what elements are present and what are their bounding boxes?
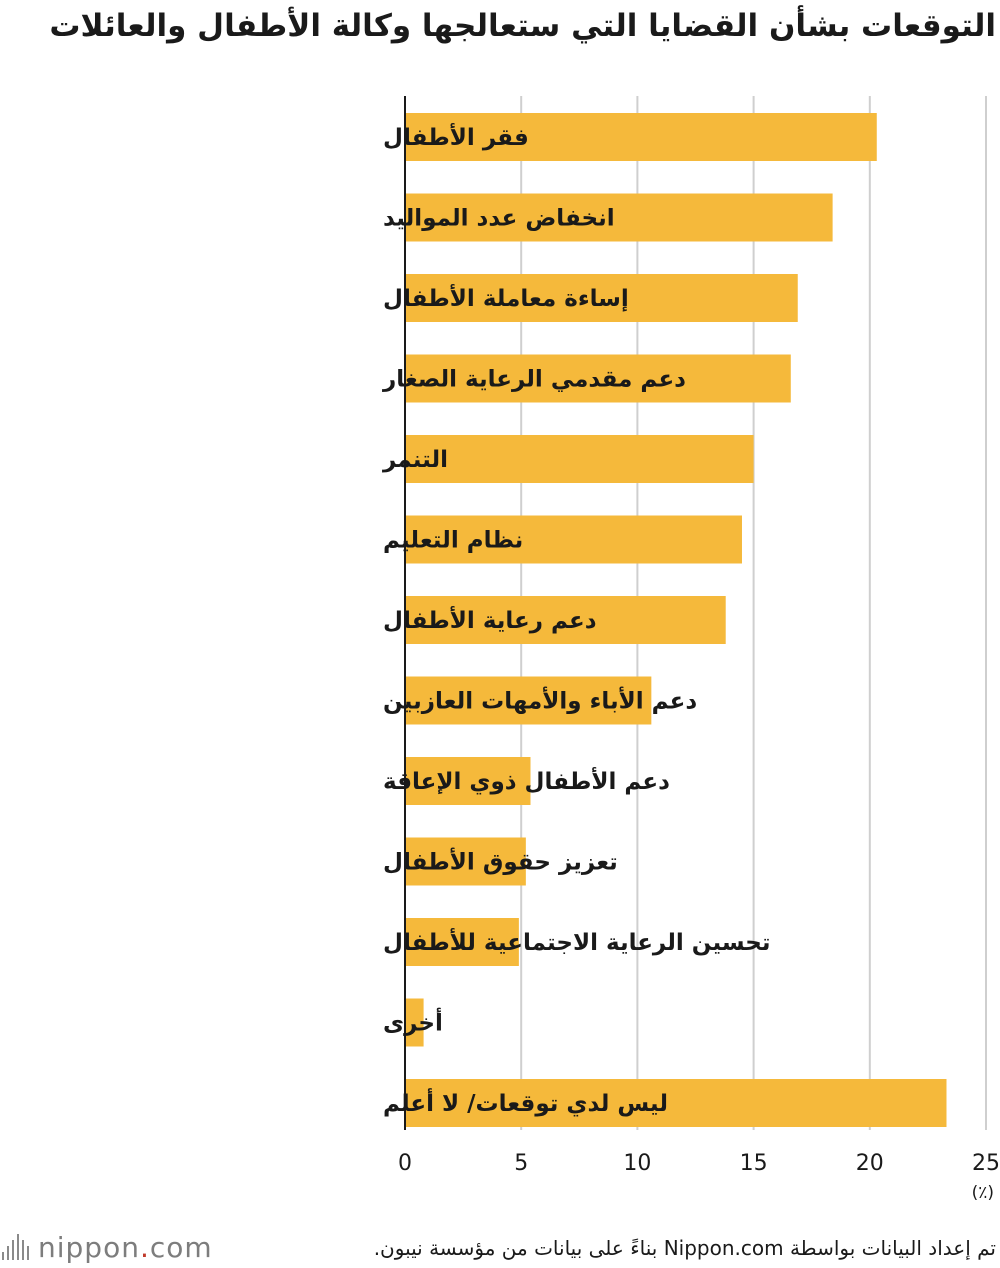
bar: [405, 1079, 947, 1127]
gridlines: [520, 96, 987, 1130]
bar: [405, 837, 526, 886]
x-tick-label: 10: [623, 1151, 651, 1176]
bar: [405, 515, 742, 564]
bar-chart: فقر الأطفال انخفاض عدد المواليد إساءة معام…: [382, 96, 1000, 1203]
bars: [405, 113, 947, 1127]
bar: [405, 193, 833, 242]
bar: [405, 918, 519, 966]
category-label: التنمر: [382, 447, 448, 473]
bar: [405, 596, 726, 644]
source-note: تم إعداد البيانات بواسطة Nippon.com بناء…: [373, 1236, 996, 1260]
x-unit-label: (٪): [972, 1183, 994, 1203]
x-tick-label: 5: [514, 1151, 528, 1176]
category-label: دعم الأباء والأمهات العازبين: [383, 686, 697, 715]
nippon-logo: nippon.com: [2, 1230, 213, 1264]
bar: [405, 435, 754, 483]
x-tick-label: 0: [398, 1151, 412, 1176]
category-labels: فقر الأطفال انخفاض عدد المواليد إساءة معام…: [382, 122, 770, 1117]
x-tick-label: 20: [856, 1151, 884, 1176]
category-label: أخرى: [383, 1007, 443, 1037]
category-label: دعم مقدمي الرعاية الصغار: [382, 367, 686, 393]
bar: [405, 113, 877, 161]
x-tick-label: 25: [972, 1151, 1000, 1176]
category-label: نظام التعليم: [383, 528, 523, 554]
chart-title: التوقعات بشأن القضايا التي ستعالجها وكال…: [49, 8, 996, 44]
x-tick-labels: 0 5 10 15 20 25: [398, 1151, 1000, 1176]
logo-wordmark: nippon.com: [38, 1230, 213, 1264]
category-label: انخفاض عدد المواليد: [383, 206, 615, 232]
footer: nippon.com تم إعداد البيانات بواسطة Nipp…: [0, 1228, 1000, 1268]
category-label: ليس لدي توقعات/ لا أعلم: [383, 1087, 668, 1117]
logo-bars-icon: [2, 1234, 32, 1260]
category-label: دعم الأطفال ذوي الإعاقة: [383, 766, 670, 795]
bar: [405, 998, 424, 1047]
bar: [405, 274, 798, 322]
x-tick-label: 15: [740, 1151, 768, 1176]
bar: [405, 676, 652, 725]
category-label: تعزيز حقوق الأطفال: [383, 847, 618, 876]
category-label: تحسين الرعاية الاجتماعية للأطفال: [383, 927, 770, 956]
category-label: إساءة معاملة الأطفال: [383, 283, 629, 312]
category-label: فقر الأطفال: [383, 122, 529, 151]
bar: [405, 757, 531, 805]
category-label: دعم رعاية الأطفال: [383, 605, 597, 634]
bar: [405, 354, 791, 403]
